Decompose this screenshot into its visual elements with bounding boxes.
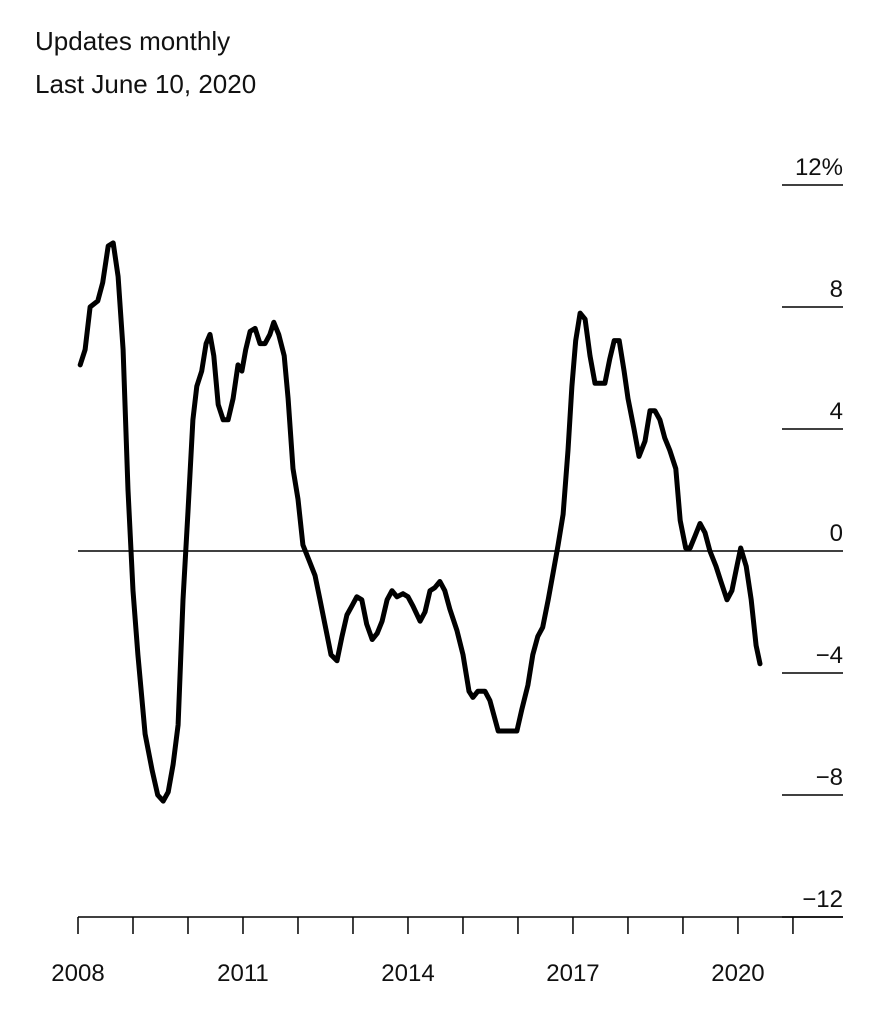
y-tick-label: 0: [830, 520, 843, 547]
y-tick-label: −12: [802, 886, 843, 913]
x-tick-label: 2011: [217, 960, 269, 987]
chart-subtitle: Updates monthly: [35, 26, 230, 56]
x-tick-label: 2020: [711, 960, 764, 987]
y-tick-label: −8: [816, 764, 843, 791]
x-tick-label: 2008: [51, 960, 104, 987]
y-tick-label: −4: [816, 642, 843, 669]
chart-note: Last June 10, 2020: [35, 69, 256, 99]
y-tick-label: 8: [830, 276, 843, 303]
y-tick-label: 4: [830, 398, 843, 425]
data-line: [77, 240, 763, 804]
y-tick-label: 12%: [795, 154, 843, 181]
x-tick-label: 2017: [546, 960, 599, 987]
x-tick-label: 2014: [381, 960, 434, 987]
